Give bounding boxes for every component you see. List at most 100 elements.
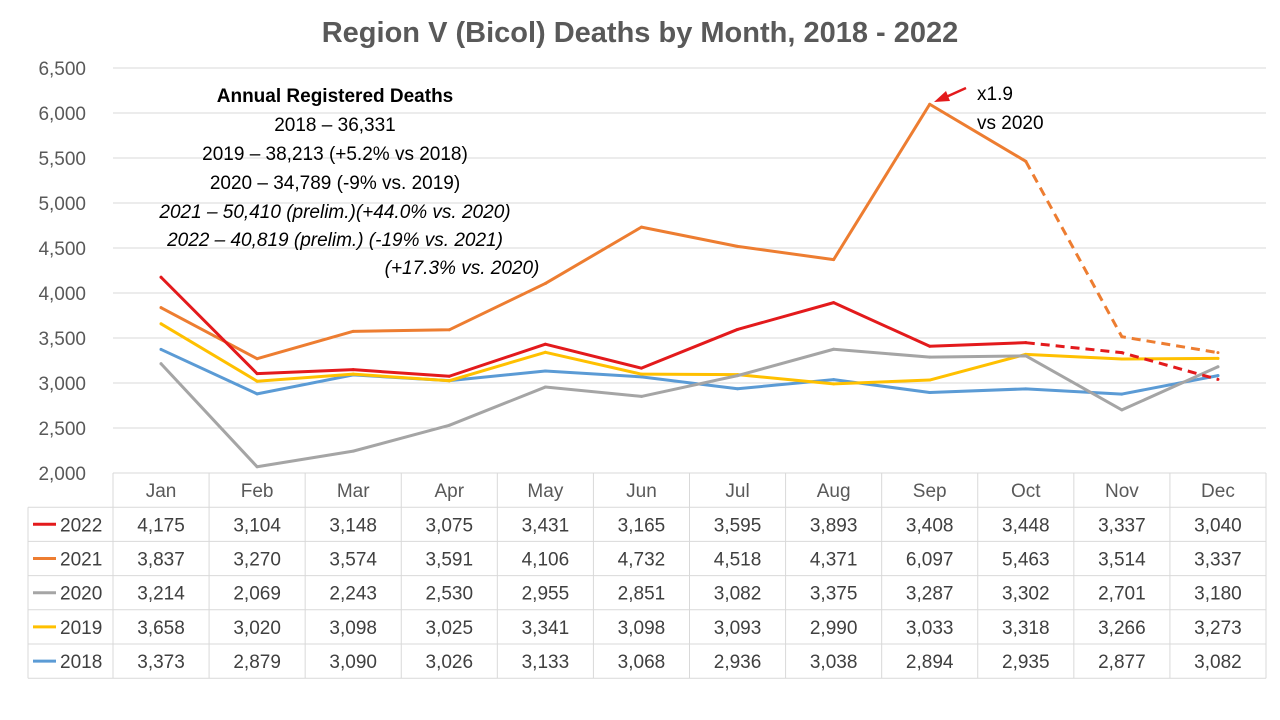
annotation-2019: 2019 – 38,213 (+5.2% vs 2018) (202, 144, 468, 165)
data-label: 3,337 (1194, 550, 1242, 571)
data-point-2020 (255, 465, 259, 469)
x-tick-label: Nov (1105, 481, 1139, 502)
y-tick-label: 6,500 (38, 59, 86, 80)
data-label: 3,082 (714, 584, 762, 605)
x-tick-label: May (527, 481, 563, 502)
data-point-2019 (255, 379, 259, 383)
data-point-2019 (159, 322, 163, 326)
data-point-2022 (255, 372, 259, 376)
data-label: 3,595 (714, 515, 762, 536)
data-point-2020 (736, 374, 740, 378)
data-label: 3,408 (906, 515, 954, 536)
x-tick-label: Feb (241, 481, 274, 502)
x-tick-label: Sep (913, 481, 947, 502)
data-label: 2,530 (426, 584, 474, 605)
y-tick-label: 5,500 (38, 149, 86, 170)
data-label: 3,591 (426, 550, 474, 571)
annotation-2022-vs-2020: (+17.3% vs. 2020) (385, 258, 540, 279)
data-point-2021 (159, 306, 163, 310)
data-point-2018 (1216, 374, 1220, 378)
data-point-2021 (639, 225, 643, 229)
x-tick-label: Aug (817, 481, 851, 502)
data-point-2022 (447, 374, 451, 378)
data-label: 3,020 (233, 618, 281, 639)
data-point-2022 (351, 368, 355, 372)
y-axis-ticks: 2,000 2,500 3,000 3,500 4,000 4,500 5,000 5,500… (38, 59, 86, 485)
chart-title: Region V (Bicol) Deaths by Month, 2018 -… (322, 17, 959, 49)
data-point-2020 (1216, 365, 1220, 369)
data-label: 6,097 (906, 550, 954, 571)
data-point-2020 (1120, 408, 1124, 412)
x-tick-label: Dec (1201, 481, 1235, 502)
data-point-2018 (255, 392, 259, 396)
y-tick-label: 4,500 (38, 239, 86, 260)
x-tick-label: Jul (725, 481, 749, 502)
data-point-2021 (1120, 335, 1124, 339)
legend-label-2019: 2019 (60, 618, 102, 639)
data-point-2020 (1024, 354, 1028, 358)
data-label: 3,025 (426, 618, 474, 639)
data-point-2021 (255, 357, 259, 361)
data-label: 3,375 (810, 584, 858, 605)
data-label: 3,098 (618, 618, 666, 639)
data-label: 4,175 (137, 515, 185, 536)
annotation-2020: 2020 – 34,789 (-9% vs. 2019) (210, 173, 460, 194)
series-lines (159, 102, 1220, 469)
data-label: 3,574 (329, 550, 377, 571)
data-point-2021 (543, 281, 547, 285)
data-label: 3,373 (137, 652, 185, 673)
data-point-2018 (159, 347, 163, 351)
data-point-2018 (736, 387, 740, 391)
data-point-2021 (447, 328, 451, 332)
x-tick-label: Oct (1011, 481, 1041, 502)
annotation-2022: 2022 – 40,819 (prelim.) (-19% vs. 2021) (166, 230, 503, 251)
data-label: 3,090 (329, 652, 377, 673)
data-point-2018 (928, 391, 932, 395)
data-label: 3,266 (1098, 618, 1146, 639)
data-label: 4,371 (810, 550, 858, 571)
data-label: 2,935 (1002, 652, 1050, 673)
data-point-2019 (543, 350, 547, 354)
data-point-2019 (351, 372, 355, 376)
y-tick-label: 4,000 (38, 284, 86, 305)
data-point-2021 (1216, 351, 1220, 355)
legend-label-2020: 2020 (60, 584, 102, 605)
y-tick-label: 3,500 (38, 329, 86, 350)
legend-label-2022: 2022 (60, 515, 102, 536)
data-label: 2,894 (906, 652, 954, 673)
data-point-2019 (832, 382, 836, 386)
y-tick-label: 5,000 (38, 194, 86, 215)
data-point-2022 (736, 327, 740, 331)
data-label: 4,106 (522, 550, 570, 571)
data-label: 3,431 (522, 515, 570, 536)
data-point-2018 (832, 378, 836, 382)
data-label: 3,033 (906, 618, 954, 639)
series-line-2022-preliminary (1025, 341, 1219, 381)
peak-label-multiplier: x1.9 (977, 84, 1013, 105)
peak-arrow-icon (934, 86, 967, 102)
data-point-2020 (447, 423, 451, 427)
data-label: 3,165 (618, 515, 666, 536)
data-table: Jan Feb Mar Apr May Jun Jul Aug Sep Oct Nov Dec 2022… (27, 473, 1267, 679)
data-point-2019 (1120, 357, 1124, 361)
data-label: 3,082 (1194, 652, 1242, 673)
data-point-2018 (639, 375, 643, 379)
data-label: 3,893 (810, 515, 858, 536)
x-tick-label: Jun (626, 481, 657, 502)
data-label: 3,302 (1002, 584, 1050, 605)
data-point-2020 (543, 385, 547, 389)
data-label: 3,658 (137, 618, 185, 639)
data-point-2019 (928, 378, 932, 382)
data-point-2018 (1024, 387, 1028, 391)
data-label: 3,133 (522, 652, 570, 673)
series-line-2019 (159, 322, 1220, 386)
data-label: 2,851 (618, 584, 666, 605)
data-label: 2,243 (329, 584, 377, 605)
x-tick-label: Mar (337, 481, 370, 502)
y-tick-label: 6,000 (38, 104, 86, 125)
annotation-2021: 2021 – 50,410 (prelim.)(+44.0% vs. 2020) (158, 202, 510, 223)
data-point-2020 (832, 347, 836, 351)
data-label: 3,093 (714, 618, 762, 639)
